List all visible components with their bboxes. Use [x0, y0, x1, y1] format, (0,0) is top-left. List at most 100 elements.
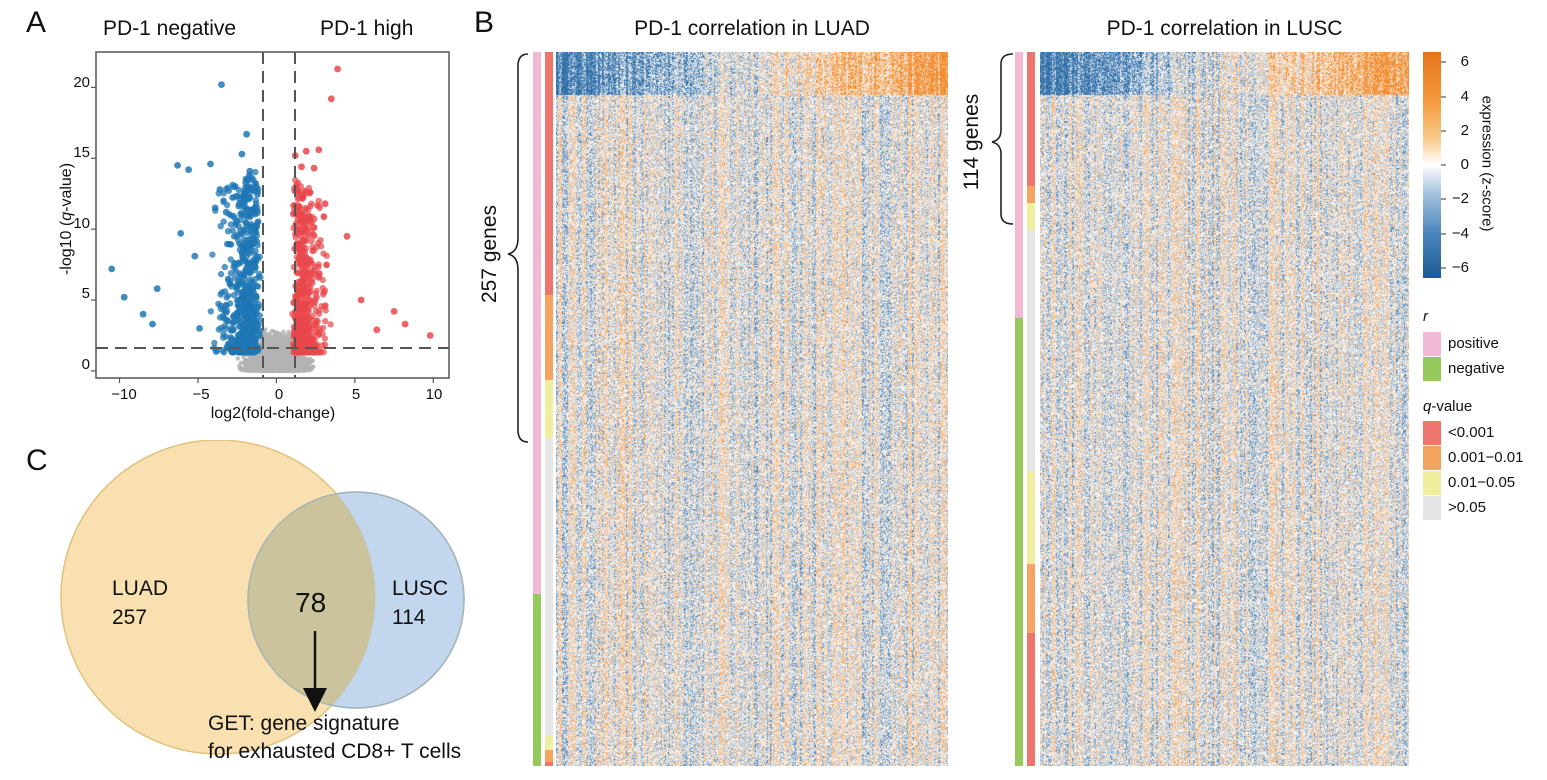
r-positive — [533, 52, 541, 594]
volcano-point-up — [297, 303, 304, 311]
volcano-point-down — [234, 192, 241, 200]
volcano-point — [207, 160, 214, 168]
volcano-point — [230, 183, 238, 191]
volcano-point-down — [238, 294, 245, 301]
volcano-point — [315, 146, 323, 154]
volcano-point-down — [229, 227, 236, 234]
volcano-point-up — [313, 322, 320, 329]
volcano-point-down — [215, 300, 222, 307]
q-legend-title: q-value — [1423, 398, 1472, 415]
volcano-point-down — [256, 253, 263, 260]
venn-lusc-count: 114 — [392, 606, 426, 629]
volcano-point-up — [317, 243, 325, 250]
volcano-point-ns — [238, 360, 244, 365]
volcano-point-down — [241, 239, 248, 246]
volcano-point — [149, 320, 156, 328]
volcano-point-down — [227, 280, 234, 288]
r-legend-swatch-positive — [1423, 332, 1441, 356]
volcano-point-up — [296, 347, 304, 354]
volcano-point-up — [323, 261, 330, 268]
volcano-point-ns — [247, 357, 252, 362]
ylabel-q: q — [58, 211, 75, 221]
volcano-point-down — [239, 289, 246, 296]
volcano-point — [401, 320, 409, 328]
volcano-point-up — [307, 297, 314, 304]
volcano-point — [174, 162, 182, 169]
volcano-point-up — [299, 225, 306, 232]
volcano-point-up — [308, 219, 316, 226]
volcano-point-ns — [265, 341, 271, 347]
r-legend-title: r — [1423, 308, 1428, 325]
q-legend-label-1: <0.001 — [1448, 424, 1495, 441]
volcano-point-down — [238, 230, 246, 237]
volcano-point-down — [243, 306, 250, 313]
volcano-point-down — [248, 333, 255, 340]
luad-r-annotation — [533, 52, 541, 766]
volcano-point-ns — [304, 367, 309, 372]
volcano-point-down — [252, 197, 260, 204]
volcano-point-ns — [249, 364, 254, 369]
volcano-point-up — [312, 295, 319, 303]
volcano-point — [310, 164, 318, 172]
volcano-point-ns — [267, 331, 272, 336]
volcano-point-ns — [273, 352, 278, 358]
get-line-2: for exhausted CD8+ T cells — [208, 740, 462, 763]
y-tick-0: 0 — [81, 356, 90, 373]
panel-label-b: B — [474, 6, 495, 39]
volcano-point-up — [306, 190, 314, 197]
q-01-05 — [1027, 203, 1035, 230]
volcano-point-up — [295, 330, 302, 337]
volcano-point — [191, 252, 199, 260]
r-legend-positive: positive — [1448, 335, 1499, 352]
volcano-point-down — [230, 212, 237, 220]
volcano-point-ns — [282, 364, 287, 369]
volcano-point-down — [249, 263, 257, 270]
volcano-point-up — [298, 295, 305, 302]
volcano-point-up — [321, 335, 329, 342]
volcano-point — [357, 296, 365, 304]
volcano-point-down — [223, 307, 231, 314]
cb-tick-2: 2 — [1460, 122, 1469, 139]
volcano-point-down — [229, 194, 236, 201]
volcano-point-down — [244, 249, 251, 256]
volcano-point-down — [228, 335, 235, 342]
volcano-point-ns — [252, 355, 258, 360]
volcano-point-down — [230, 233, 238, 240]
r-legend-swatch-negative — [1423, 357, 1441, 381]
volcano-frame — [95, 51, 450, 379]
volcano-point-ns — [264, 338, 270, 343]
volcano-point — [321, 200, 329, 208]
q-gt05 — [545, 438, 553, 736]
volcano-point-up — [305, 224, 312, 232]
volcano-point — [218, 81, 225, 88]
volcano-point-up — [298, 325, 306, 332]
volcano-point-ns — [277, 356, 282, 361]
volcano-point — [373, 326, 381, 334]
volcano-point-up — [305, 211, 312, 219]
volcano-plot — [91, 51, 450, 383]
volcano-point-ns — [263, 367, 269, 372]
volcano-point-ns — [294, 367, 299, 373]
volcano-point-up — [301, 283, 309, 291]
colorbar-ticks — [1441, 61, 1446, 269]
expression-colorbar — [1423, 52, 1441, 278]
panel-label-c: C — [26, 444, 48, 477]
volcano-point-down — [235, 302, 242, 310]
volcano-point-up — [312, 290, 319, 298]
volcano-point-down — [209, 251, 216, 258]
volcano-point-up — [314, 202, 321, 209]
volcano-point-down — [241, 283, 249, 290]
volcano-point-down — [211, 339, 218, 347]
volcano-point — [298, 163, 305, 171]
luad-brace — [507, 53, 529, 443]
volcano-point-ns — [270, 356, 275, 361]
volcano-point-down — [253, 207, 260, 214]
volcano-point-down — [233, 217, 241, 225]
volcano-point-down — [227, 325, 235, 332]
cb-tick-0: 0 — [1460, 156, 1469, 173]
volcano-point-up — [327, 321, 334, 328]
volcano-point-up — [298, 212, 305, 219]
q-01-05-b — [545, 736, 553, 750]
r-legend-negative: negative — [1448, 360, 1505, 377]
volcano-point-up — [315, 273, 322, 280]
